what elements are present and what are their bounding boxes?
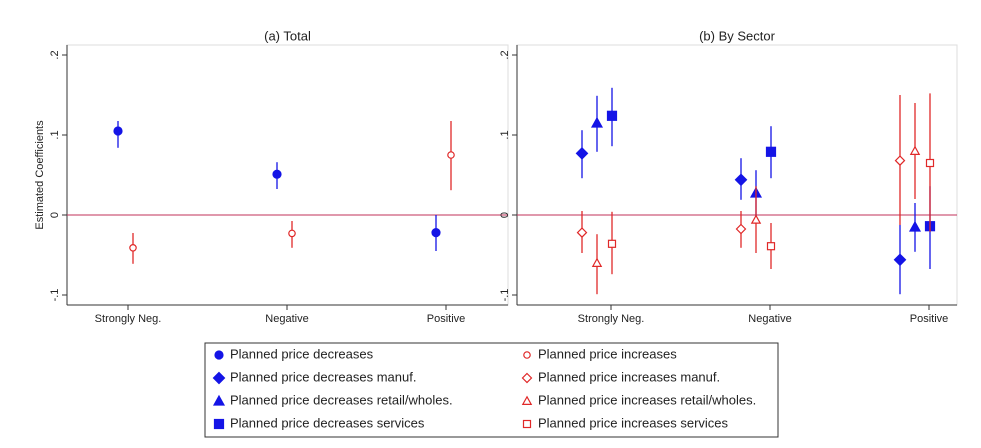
legend-label: Planned price decreases manuf.	[230, 369, 416, 384]
marker	[766, 242, 776, 251]
legend-label: Planned price increases retail/wholes.	[538, 392, 756, 407]
marker	[113, 126, 123, 136]
marker	[431, 228, 441, 238]
x-tick-label: Positive	[427, 313, 466, 325]
y-tick-label: .1	[499, 130, 511, 139]
y-tick-label: .1	[49, 130, 61, 139]
marker	[288, 229, 296, 238]
marker	[925, 158, 935, 168]
legend-label: Planned price decreases services	[230, 415, 425, 430]
marker	[765, 146, 777, 157]
legend-label: Planned price increases	[538, 346, 677, 361]
legend-marker	[522, 419, 532, 429]
plot-frame	[516, 44, 958, 306]
marker	[129, 244, 137, 252]
legend-label: Planned price decreases	[230, 346, 374, 361]
marker	[734, 173, 748, 187]
marker	[607, 239, 617, 248]
marker	[591, 257, 603, 267]
marker	[750, 214, 762, 224]
legend-marker	[521, 395, 533, 405]
x-tick-label: Negative	[265, 313, 308, 325]
legend-marker	[214, 350, 224, 360]
marker	[908, 220, 922, 232]
y-tick-label: .2	[499, 50, 511, 59]
marker	[606, 110, 618, 121]
legend-marker	[212, 394, 226, 406]
y-axis-title: Estimated Coefficients	[34, 120, 46, 230]
legend-box	[204, 342, 779, 438]
marker	[735, 223, 747, 235]
plot-frame	[66, 44, 509, 306]
legend-marker	[212, 371, 226, 385]
legend-label: Planned price increases services	[538, 415, 729, 430]
marker	[909, 145, 921, 155]
x-tick-label: Positive	[910, 313, 949, 325]
y-tick-label: -.1	[49, 289, 61, 302]
marker	[447, 151, 455, 159]
marker	[893, 253, 907, 267]
x-tick-label: Strongly Neg.	[95, 313, 162, 325]
marker	[576, 227, 588, 238]
legend-marker	[213, 418, 225, 430]
y-tick-label: 0	[49, 212, 61, 218]
y-tick-label: .2	[49, 50, 61, 59]
panel-title: (b) By Sector	[699, 28, 776, 43]
marker	[894, 155, 906, 166]
x-tick-label: Strongly Neg.	[578, 313, 645, 325]
x-tick-label: Negative	[748, 313, 791, 325]
legend-marker	[521, 372, 533, 384]
marker	[590, 116, 604, 128]
legend-label: Planned price increases manuf.	[538, 369, 720, 384]
y-tick-label: 0	[499, 212, 511, 218]
legend-label: Planned price decreases retail/wholes.	[230, 392, 453, 407]
legend-marker	[523, 351, 531, 359]
panel-title: (a) Total	[264, 28, 311, 43]
y-tick-label: -.1	[499, 289, 511, 302]
marker	[575, 147, 589, 160]
marker	[272, 169, 282, 179]
